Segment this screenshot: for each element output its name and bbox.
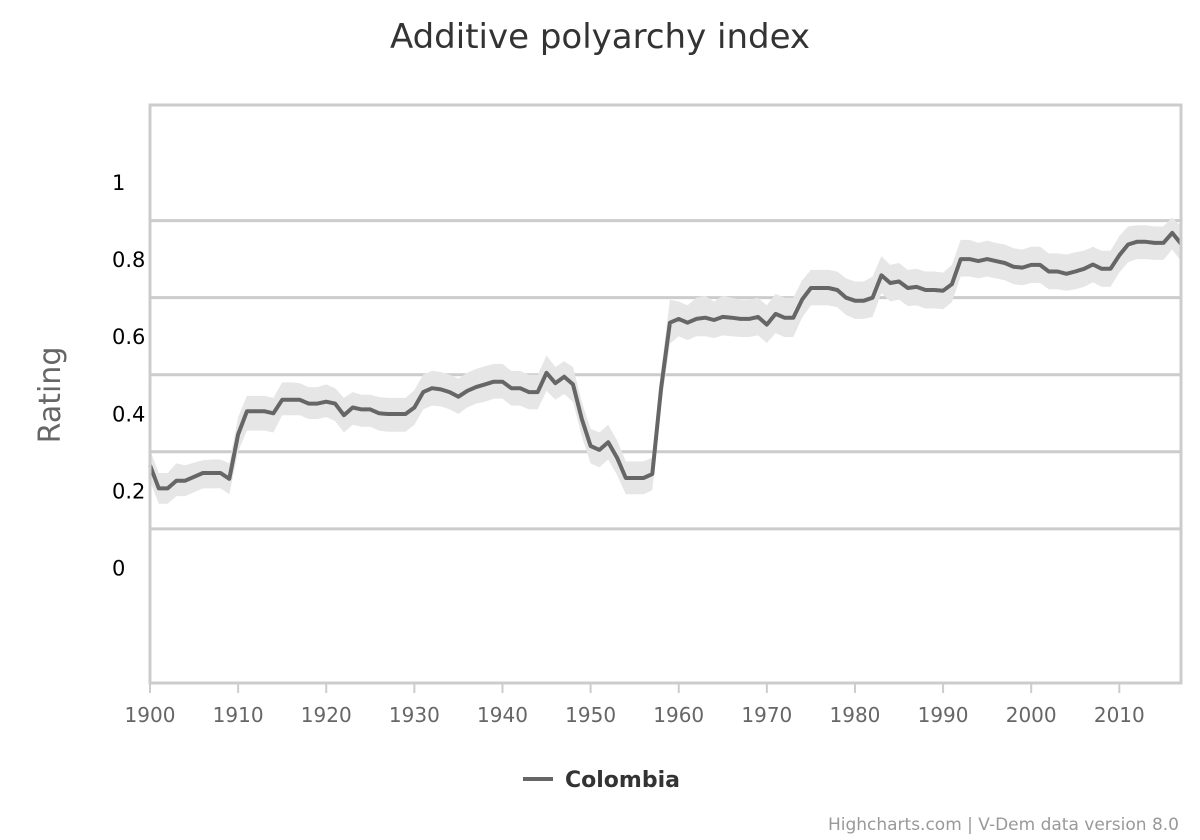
- y-tick-label: 1: [112, 171, 125, 195]
- x-tick-label: 1940: [477, 703, 528, 727]
- x-axis-ticks: 1900 1910 1920 1930 1940 1950 1960 1970 1980 1990…: [125, 683, 1145, 727]
- series-line-colombia[interactable]: [148, 230, 1183, 491]
- legend-item-colombia[interactable]: Colombia: [523, 768, 680, 793]
- x-tick-label: 1930: [389, 703, 440, 727]
- series-layer: [148, 230, 1183, 491]
- x-tick-label: 1960: [653, 703, 704, 727]
- y-tick-label: 0.4: [112, 402, 145, 426]
- x-tick-label: 1920: [301, 703, 352, 727]
- y-tick-label: 0.6: [112, 325, 145, 349]
- y-tick-label: 0: [112, 556, 125, 580]
- y-axis-label: Rating: [33, 347, 68, 444]
- y-tick-label: 0.2: [112, 479, 145, 503]
- y-tick-label: 0.8: [112, 248, 145, 272]
- x-tick-label: 2010: [1094, 703, 1145, 727]
- x-tick-label: 1970: [741, 703, 792, 727]
- credits-link[interactable]: Highcharts.com | V-Dem data version 8.0: [828, 815, 1179, 835]
- x-tick-label: 1980: [830, 703, 881, 727]
- x-tick-label: 1990: [918, 703, 969, 727]
- x-tick-label: 2000: [1006, 703, 1057, 727]
- x-tick-label: 1910: [213, 703, 264, 727]
- plot-frame: [148, 103, 1183, 685]
- x-tick-label: 1900: [125, 703, 176, 727]
- x-tick-label: 1950: [565, 703, 616, 727]
- chart-title: Additive polyarchy index: [390, 17, 810, 57]
- y-axis-ticks: 0 0.2 0.4 0.6 0.8 1: [112, 171, 145, 580]
- legend-label: Colombia: [565, 768, 680, 793]
